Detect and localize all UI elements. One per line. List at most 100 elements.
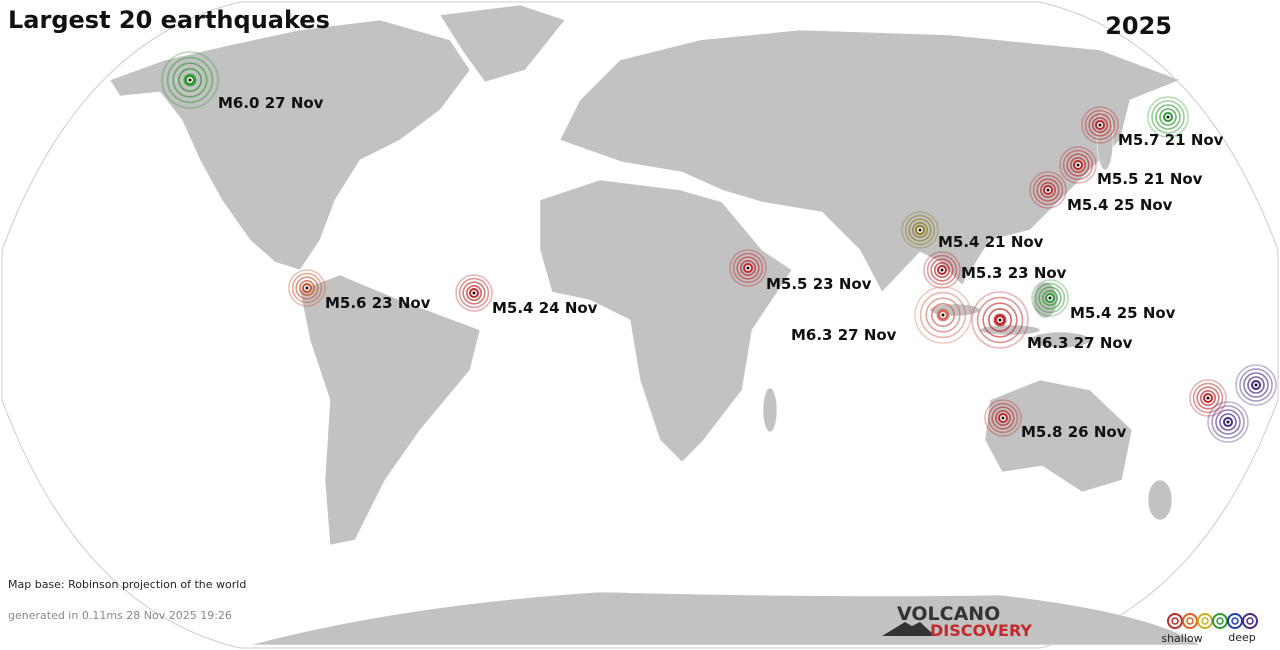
epicenter-dot: [1048, 296, 1052, 300]
epicenter-dot: [1254, 383, 1258, 387]
legend-ring: [1182, 613, 1198, 629]
epicenter-dot: [746, 266, 750, 270]
ring: [930, 302, 955, 327]
legend-ring-inner: [1246, 617, 1254, 625]
depth-legend: shallow deep: [1161, 613, 1258, 645]
legend-ring-inner: [1216, 617, 1224, 625]
logo-bottom: DISCOVERY: [930, 621, 1032, 640]
ring: [295, 276, 319, 300]
earthquake-marker: M6.3 27 Nov: [791, 286, 972, 344]
earthquake-label: M5.4 21 Nov: [938, 233, 1044, 251]
ring: [178, 68, 203, 93]
epicenter-dot: [472, 291, 476, 295]
earthquake-marker: M5.4 21 Nov: [901, 211, 1044, 251]
logo: VOLCANO DISCOVERY: [882, 603, 1032, 640]
ring: [1151, 100, 1185, 134]
legend-ring: [1242, 613, 1258, 629]
ring: [1036, 178, 1060, 202]
logo-top: VOLCANO: [897, 603, 1000, 625]
ring: [976, 296, 1024, 344]
earthquake-label: M5.6 23 Nov: [325, 294, 431, 312]
earthquake-marker: M5.4 24 Nov: [455, 274, 598, 317]
landmasses: [109, 4, 1202, 646]
ring: [1040, 182, 1057, 199]
earthquake-marker: M6.0 27 Nov: [161, 51, 324, 112]
ring: [1081, 106, 1119, 144]
earthquake-marker: [1207, 401, 1249, 443]
ring: [923, 251, 961, 289]
legend-ring: [1167, 613, 1183, 629]
ring: [1034, 282, 1066, 314]
ring: [298, 279, 315, 296]
epicenter-dot: [1166, 115, 1170, 119]
ring: [933, 261, 950, 278]
legend-shallow: shallow: [1161, 632, 1202, 645]
earthquake-marker: M5.7 21 Nov: [1081, 106, 1224, 149]
ring: [901, 211, 939, 249]
ring: [1192, 382, 1224, 414]
ring: [1243, 372, 1269, 398]
ring: [908, 218, 932, 242]
epicenter-dot: [305, 286, 309, 290]
ring: [732, 252, 764, 284]
ring: [1239, 368, 1273, 402]
ring: [1029, 171, 1067, 209]
ring: [930, 258, 954, 282]
earthquake-label: M5.8 26 Nov: [1021, 423, 1127, 441]
ring: [1211, 405, 1245, 439]
ring: [987, 402, 1019, 434]
ring: [183, 73, 197, 87]
legend-ring-inner: [1231, 617, 1239, 625]
ring: [1155, 104, 1181, 130]
ring: [465, 284, 482, 301]
ring: [1070, 157, 1087, 174]
earthquake-marker: M5.4 25 Nov: [1029, 171, 1173, 214]
earthquake-label: M6.0 27 Nov: [218, 94, 324, 112]
ring: [288, 269, 326, 307]
earthquake-marker: M5.4 25 Nov: [1031, 279, 1176, 322]
map-base-note: Map base: Robinson projection of the wor…: [8, 578, 246, 591]
ring: [1092, 117, 1109, 134]
ring: [736, 256, 760, 280]
ring: [1032, 174, 1064, 206]
epicenter-dot: [188, 78, 192, 82]
legend-ring-inner: [1186, 617, 1194, 625]
epicenter-dot: [1098, 123, 1102, 127]
ring: [1215, 409, 1241, 435]
ring: [991, 406, 1015, 430]
earthquake-marker: M6.3 27 Nov: [971, 291, 1133, 352]
earthquake-label: M5.5 23 Nov: [766, 275, 872, 293]
ring: [936, 308, 950, 322]
ring: [1088, 113, 1112, 137]
ring: [1031, 279, 1069, 317]
ring: [458, 277, 490, 309]
epicenter-dot: [1046, 188, 1050, 192]
ring: [291, 272, 323, 304]
ring: [914, 286, 972, 344]
earthquake-label: M5.4 25 Nov: [1067, 196, 1173, 214]
ring: [1062, 149, 1094, 181]
earthquake-label: M6.3 27 Nov: [791, 326, 897, 344]
epicenter-dot: [941, 313, 945, 317]
earthquake-markers: M6.0 27 Nov M5.7 21 Nov M5.5 21 Nov M5.4 25…: [161, 51, 1277, 443]
earthquake-label: M5.7 21 Nov: [1118, 131, 1224, 149]
ring: [462, 281, 486, 305]
earthquake-marker: M5.6 23 Nov: [288, 269, 431, 312]
ring: [172, 62, 208, 98]
epicenter-dot: [1206, 396, 1210, 400]
ring: [925, 297, 961, 333]
ring: [993, 313, 1007, 327]
ring: [1084, 109, 1116, 141]
title: Largest 20 earthquakes: [8, 6, 330, 34]
ring: [926, 254, 958, 286]
ring: [1038, 286, 1062, 310]
earthquake-label: M6.3 27 Nov: [1027, 334, 1133, 352]
ring: [982, 302, 1018, 338]
earthquake-marker: M5.8 26 Nov: [984, 399, 1127, 441]
generated-note: generated in 0.11ms 28 Nov 2025 19:26: [8, 609, 232, 622]
legend-ring-inner: [1201, 617, 1209, 625]
earthquake-label: M5.3 23 Nov: [961, 264, 1067, 282]
epicenter-dot: [1076, 163, 1080, 167]
ring: [1196, 386, 1220, 410]
